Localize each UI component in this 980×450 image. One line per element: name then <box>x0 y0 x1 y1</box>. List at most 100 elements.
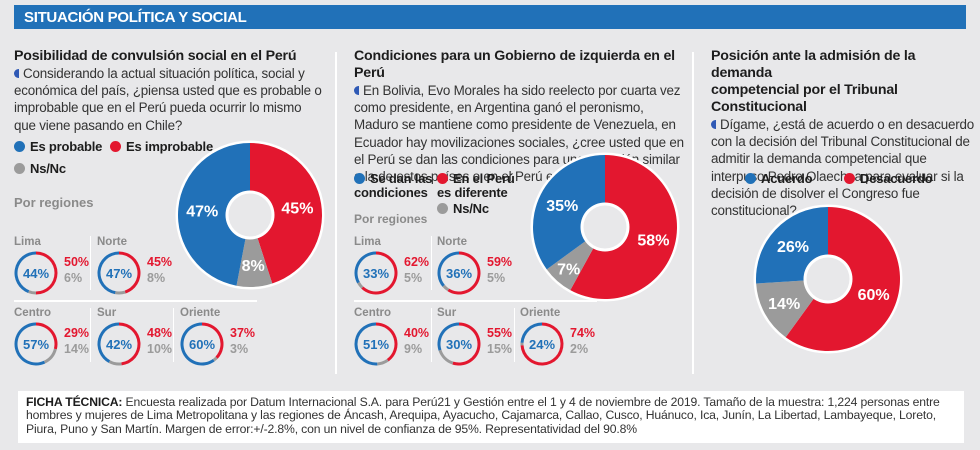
region-gray-pct: 10% <box>147 342 173 356</box>
donut-slice-red <box>570 155 677 299</box>
ring-slice-blue <box>97 251 119 295</box>
region-name: Lima <box>14 236 41 248</box>
ring-slice-gray <box>377 358 389 366</box>
question-text: Considerando la actual situación polític… <box>14 66 322 133</box>
legend-dot-icon <box>437 173 448 184</box>
region-blue-pct: 33% <box>362 266 390 281</box>
ring-slice-gray <box>442 284 450 292</box>
region-blue-pct: 36% <box>445 266 473 281</box>
region-divider <box>431 308 432 362</box>
region-ring <box>97 322 141 366</box>
ficha-tecnica: FICHA TÉCNICA: Encuesta realizada por Da… <box>18 391 964 443</box>
region-blue-pct: 47% <box>105 266 133 281</box>
region-name: Oriente <box>180 307 221 319</box>
panel-title: Posición ante la admisión de la demanda c… <box>711 48 976 116</box>
region-ring <box>354 322 398 366</box>
ring-slice-gray <box>357 281 364 289</box>
panel-title: Condiciones para un Gobierno de izquierd… <box>354 48 675 81</box>
panel-convulsion-social: Posibilidad de convulsión social en el P… <box>14 48 324 134</box>
region-ring <box>14 322 58 366</box>
ring-slice-red <box>119 251 141 294</box>
region-ring <box>354 251 398 295</box>
donut-center <box>228 193 272 237</box>
legend-dot-icon <box>437 203 448 214</box>
legend-item-gray: Ns/Nc <box>14 162 66 176</box>
region-ring <box>97 251 141 295</box>
region-oriente: Oriente 60% 37% 3% <box>180 307 260 373</box>
donut-slice-gray <box>756 280 816 338</box>
ring-slice-blue <box>14 251 36 293</box>
region-name: Lima <box>354 236 381 248</box>
region-name: Centro <box>354 307 392 319</box>
region-red-pct: 50% <box>64 255 90 269</box>
region-blue-pct: 44% <box>22 266 50 281</box>
region-blue-pct: 60% <box>188 337 216 352</box>
panel-divider <box>692 52 694 374</box>
ficha-tecnica-text: Encuesta realizada por Datum Internacion… <box>26 395 940 436</box>
donut-label-blue: 35% <box>546 198 578 215</box>
region-ring <box>437 251 481 295</box>
region-divider <box>90 236 91 290</box>
legend-dot-icon <box>110 141 121 152</box>
donut-label-red: 45% <box>281 200 313 217</box>
region-red-pct: 55% <box>487 326 513 340</box>
donut-slice-gray <box>236 235 273 287</box>
ring-slice-red <box>361 251 398 295</box>
ring-slice-blue <box>437 322 459 351</box>
region-name: Norte <box>437 236 468 248</box>
por-regiones-label: Por regiones <box>354 212 428 226</box>
legend-item-red: En el Perú es diferente <box>437 172 515 200</box>
donut-label-gray: 8% <box>242 258 265 275</box>
legend-label: En el Perú <box>453 171 515 186</box>
legend-dot-icon <box>844 173 855 184</box>
region-divider <box>173 308 174 362</box>
legend-label: Se dan las <box>370 171 433 186</box>
panel-question: Dígame, ¿está de acuerdo o en desacuerdo… <box>711 116 976 219</box>
region-ring <box>14 251 58 295</box>
panel-question: Considerando la actual situación polític… <box>14 65 324 134</box>
region-blue-pct: 30% <box>445 337 473 352</box>
donut-slice-blue <box>177 143 250 286</box>
region-ring <box>437 322 481 366</box>
ficha-tecnica-label: FICHA TÉCNICA: <box>26 395 123 409</box>
ring-slice-blue <box>520 322 542 343</box>
ring-slice-blue <box>97 322 119 363</box>
ring-slice-red <box>202 322 224 359</box>
section-header: SITUACIÓN POLÍTICA Y SOCIAL <box>14 5 966 29</box>
ring-slice-gray <box>43 348 57 364</box>
donut-slice-red <box>785 207 900 351</box>
question-marker-icon <box>711 120 716 129</box>
legend-label: Ns/Nc <box>30 161 66 176</box>
donut-label-red: 60% <box>858 287 890 304</box>
donut-slice-red <box>250 143 322 284</box>
legend-item-red: Es improbable <box>110 140 213 154</box>
ring-slice-red <box>376 322 398 362</box>
region-ring <box>520 322 564 366</box>
region-blue-pct: 42% <box>105 337 133 352</box>
legend-item-red: Desacuerdo <box>844 171 933 186</box>
region-sur: Sur 42% 48% 10% <box>97 307 177 373</box>
legend-label: condiciones <box>354 185 428 200</box>
legend-dot-icon <box>14 163 25 174</box>
region-lima: Lima 33% 62% 5% <box>354 236 434 302</box>
section-title: SITUACIÓN POLÍTICA Y SOCIAL <box>24 9 247 26</box>
ring-slice-blue <box>354 251 376 284</box>
region-divider <box>90 308 91 362</box>
ring-slice-red <box>36 322 58 350</box>
donut-label-red: 58% <box>637 232 669 249</box>
legend-label: Desacuerdo <box>860 171 933 186</box>
ring-slice-gray <box>28 290 36 295</box>
region-centro: Centro 51% 40% 9% <box>354 307 434 373</box>
region-gray-pct: 9% <box>404 342 423 356</box>
legend-item-gray: Ns/Nc <box>437 202 489 216</box>
donut-slice-gray <box>546 239 595 291</box>
region-name: Centro <box>14 307 52 319</box>
donut-label-blue: 47% <box>186 203 218 220</box>
region-red-pct: 45% <box>147 255 173 269</box>
region-ring <box>180 322 224 366</box>
region-gray-pct: 5% <box>487 271 506 285</box>
legend-item-blue: Es probable <box>14 140 102 154</box>
region-name: Sur <box>97 307 117 319</box>
region-norte: Norte 47% 45% 8% <box>97 236 177 302</box>
region-name: Sur <box>437 307 457 319</box>
